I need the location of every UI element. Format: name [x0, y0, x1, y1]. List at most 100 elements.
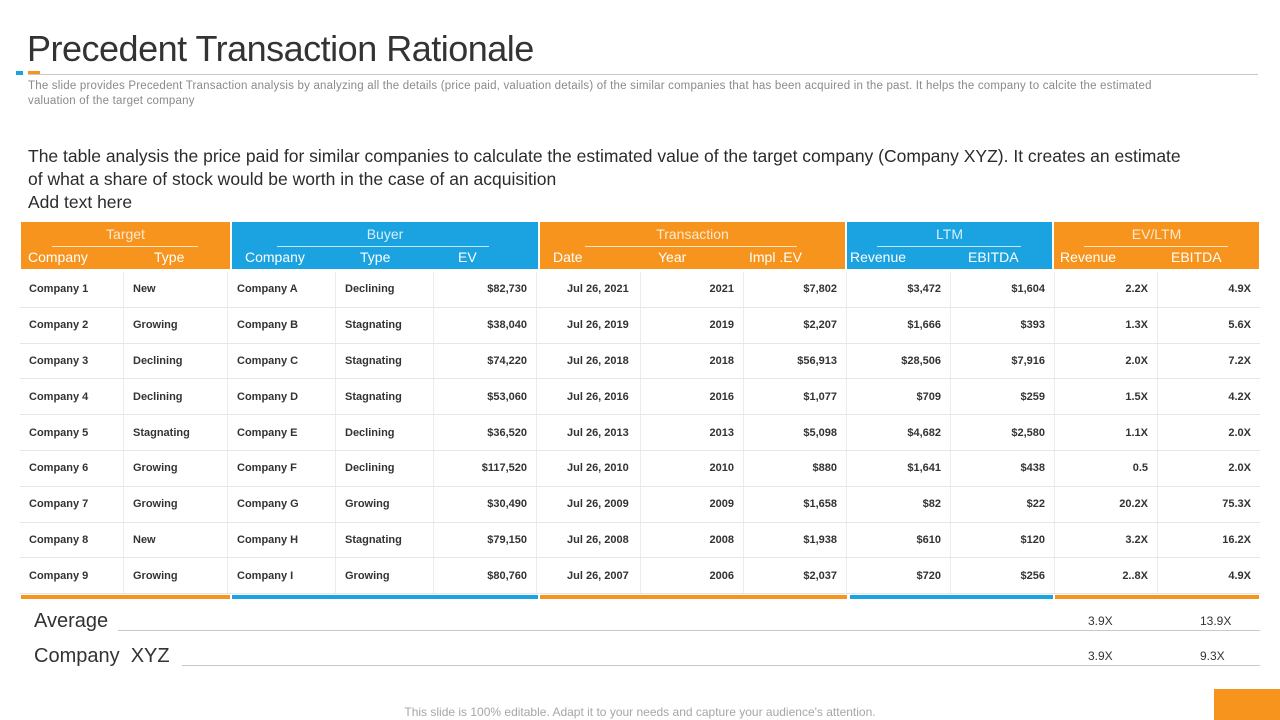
buyer-type-cell: Stagnating — [335, 343, 433, 379]
ev-ltm-revenue-cell: 2.0X — [1054, 343, 1157, 379]
target-type-cell: Declining — [123, 343, 227, 379]
column-header: Revenue — [850, 249, 907, 265]
ltm-revenue-cell: $610 — [846, 522, 950, 558]
ev-ltm-revenue-cell: 20.2X — [1054, 486, 1157, 522]
group-label: Buyer — [366, 226, 404, 242]
company-xyz-ebitda: 9.3X — [1200, 649, 1225, 663]
ltm-revenue-cell: $4,682 — [846, 415, 950, 450]
transaction-year-cell: 2018 — [640, 343, 743, 379]
buyer-type-cell: Stagnating — [335, 522, 433, 558]
header-group-target: Target Company Type — [21, 222, 230, 269]
buyer-company-cell: Company C — [227, 343, 335, 379]
ev-ltm-revenue-cell: 1.5X — [1054, 379, 1157, 415]
transaction-date-cell: Jul 26, 2021 — [536, 272, 640, 307]
buyer-type-cell: Growing — [335, 486, 433, 522]
buyer-ev-cell: $30,490 — [433, 486, 536, 522]
implied-ev-cell: $1,658 — [743, 486, 846, 522]
target-type-cell: Growing — [123, 307, 227, 343]
buyer-company-cell: Company H — [227, 522, 335, 558]
slide-subtitle: The slide provides Precedent Transaction… — [28, 80, 1152, 107]
ev-ltm-ebitda-cell: 4.2X — [1157, 379, 1260, 415]
target-company-cell: Company 7 — [29, 498, 89, 511]
target-company-cell: Company 1 — [29, 283, 89, 296]
buyer-company-cell: Company I — [227, 558, 335, 594]
target-company-cell: Company 3 — [29, 354, 89, 367]
title-accent-orange — [28, 71, 40, 75]
buyer-ev-cell: $117,520 — [433, 450, 536, 486]
transactions-table: Company 1 New Company A Declining $82,730 Jul… — [20, 272, 1260, 595]
buyer-type-cell: Declining — [335, 272, 433, 307]
group-label: Transaction — [656, 226, 729, 242]
column-header: Date — [553, 249, 583, 265]
group-label: Target — [106, 226, 145, 242]
group-underline — [52, 246, 198, 247]
column-header: EBITDA — [968, 249, 1019, 265]
table-row: Company 5 Stagnating Company E Declining $36… — [20, 415, 1260, 451]
implied-ev-cell: $1,077 — [743, 379, 846, 415]
table-row: Company 6 Growing Company F Declining $117,5… — [20, 450, 1260, 487]
transaction-year-cell: 2013 — [640, 415, 743, 450]
column-header: EV — [458, 249, 477, 265]
ltm-ebitda-cell: $438 — [950, 450, 1054, 486]
table-footer-strip — [21, 595, 230, 599]
buyer-type-cell: Declining — [335, 450, 433, 486]
ltm-ebitda-cell: $1,604 — [950, 272, 1054, 307]
header-group-transaction: Transaction Date Year Impl .EV — [540, 222, 845, 269]
slide-footer-note: This slide is 100% editable. Adapt it to… — [404, 705, 876, 719]
implied-ev-cell: $880 — [743, 450, 846, 486]
column-header: Company — [245, 249, 305, 265]
ltm-revenue-cell: $720 — [846, 558, 950, 594]
company-xyz-rule — [182, 665, 1260, 666]
ltm-revenue-cell: $1,666 — [846, 307, 950, 343]
transaction-year-cell: 2016 — [640, 379, 743, 415]
ev-ltm-ebitda-cell: 2.0X — [1157, 415, 1260, 450]
ltm-revenue-cell: $28,506 — [846, 343, 950, 379]
ev-ltm-revenue-cell: 1.1X — [1054, 415, 1157, 450]
buyer-type-cell: Stagnating — [335, 307, 433, 343]
target-type-cell: New — [123, 272, 227, 307]
target-company-cell: Company 5 — [29, 426, 89, 439]
ltm-revenue-cell: $1,641 — [846, 450, 950, 486]
implied-ev-cell: $7,802 — [743, 272, 846, 307]
group-underline — [1084, 246, 1228, 247]
table-footer-strip — [850, 595, 1053, 599]
ev-ltm-ebitda-cell: 4.9X — [1157, 558, 1260, 594]
buyer-type-cell: Declining — [335, 415, 433, 450]
buyer-company-cell: Company E — [227, 415, 335, 450]
table-footer-strip — [1055, 595, 1259, 599]
target-type-cell: Declining — [123, 379, 227, 415]
company-xyz-revenue: 3.9X — [1088, 649, 1113, 663]
ltm-revenue-cell: $709 — [846, 379, 950, 415]
table-row: Company 9 Growing Company I Growing $80,760 J… — [20, 558, 1260, 595]
implied-ev-cell: $5,098 — [743, 415, 846, 450]
table-row: Company 3 Declining Company C Stagnating $74… — [20, 343, 1260, 380]
slide-title: Precedent Transaction Rationale — [27, 28, 534, 69]
target-type-cell: Stagnating — [123, 415, 227, 450]
ev-ltm-ebitda-cell: 4.9X — [1157, 272, 1260, 307]
ltm-ebitda-cell: $256 — [950, 558, 1054, 594]
lead-placeholder: Add text here — [28, 192, 133, 212]
ev-ltm-ebitda-cell: 16.2X — [1157, 522, 1260, 558]
buyer-ev-cell: $74,220 — [433, 343, 536, 379]
buyer-company-cell: Company D — [227, 379, 335, 415]
table-row: Company 1 New Company A Declining $82,730 Jul… — [20, 272, 1260, 308]
table-row: Company 7 Growing Company G Growing $30,490 J… — [20, 486, 1260, 523]
transaction-date-cell: Jul 26, 2007 — [536, 558, 640, 594]
target-company-cell: Company 9 — [29, 569, 89, 582]
table-footer-strip — [232, 595, 538, 599]
corner-decoration — [1214, 689, 1280, 720]
ev-ltm-revenue-cell: 2.2X — [1054, 272, 1157, 307]
group-underline — [877, 246, 1021, 247]
column-header: Type — [154, 249, 185, 265]
target-company-cell: Company 4 — [29, 390, 89, 403]
group-label: LTM — [936, 226, 963, 242]
buyer-company-cell: Company A — [227, 272, 335, 307]
buyer-company-cell: Company F — [227, 450, 335, 486]
buyer-type-cell: Growing — [335, 558, 433, 594]
transaction-date-cell: Jul 26, 2018 — [536, 343, 640, 379]
transaction-year-cell: 2010 — [640, 450, 743, 486]
group-underline — [585, 246, 797, 247]
transaction-year-cell: 2009 — [640, 486, 743, 522]
target-company-cell: Company 2 — [29, 319, 89, 332]
header-group-ev-ltm: EV/LTM Revenue EBITDA — [1054, 222, 1259, 269]
